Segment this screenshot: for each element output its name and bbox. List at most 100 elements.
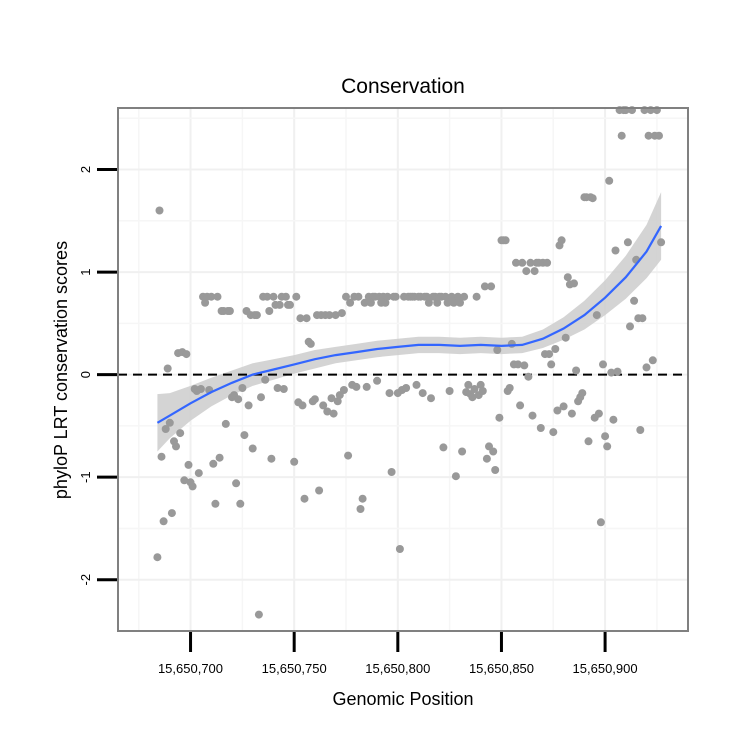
confidence-band bbox=[157, 192, 662, 452]
data-point bbox=[607, 368, 616, 377]
x-tick-label: 15,650,850 bbox=[469, 661, 534, 676]
data-point bbox=[358, 494, 367, 503]
data-point bbox=[468, 393, 477, 402]
y-tick-label: 1 bbox=[78, 268, 93, 275]
data-point bbox=[184, 460, 193, 469]
data-point bbox=[549, 428, 558, 437]
data-point bbox=[385, 389, 394, 398]
data-point bbox=[623, 238, 632, 247]
data-point bbox=[269, 292, 278, 301]
data-point bbox=[447, 292, 456, 301]
data-point bbox=[225, 307, 234, 315]
data-point bbox=[464, 380, 473, 389]
data-point bbox=[265, 307, 274, 315]
data-point bbox=[451, 472, 460, 481]
data-point bbox=[209, 459, 218, 468]
data-point bbox=[360, 298, 369, 307]
data-point bbox=[505, 384, 514, 392]
data-point bbox=[298, 401, 307, 410]
data-point bbox=[501, 236, 510, 245]
data-point bbox=[588, 194, 597, 203]
data-point bbox=[315, 486, 324, 495]
data-point bbox=[157, 452, 166, 461]
data-point bbox=[362, 382, 371, 391]
data-point bbox=[543, 258, 552, 267]
data-point bbox=[273, 384, 282, 392]
y-tick-label: -2 bbox=[78, 574, 93, 586]
data-point bbox=[648, 356, 657, 365]
data-point bbox=[518, 258, 527, 267]
x-tick-label: 15,650,800 bbox=[365, 661, 430, 676]
x-tick-label: 15,650,900 bbox=[573, 661, 638, 676]
data-point bbox=[553, 406, 562, 415]
data-point bbox=[182, 350, 191, 359]
data-point bbox=[491, 466, 500, 474]
data-point bbox=[329, 409, 338, 418]
data-point bbox=[373, 376, 382, 385]
data-point bbox=[188, 482, 197, 491]
data-point bbox=[232, 479, 241, 488]
data-point bbox=[254, 610, 263, 619]
data-point bbox=[418, 389, 427, 398]
x-axis-title: Genomic Position bbox=[332, 689, 473, 709]
data-point bbox=[346, 298, 355, 307]
data-point bbox=[599, 360, 607, 369]
data-point bbox=[213, 292, 222, 301]
data-point bbox=[296, 314, 305, 323]
data-point bbox=[638, 314, 647, 323]
data-point bbox=[613, 367, 622, 376]
data-point bbox=[153, 553, 162, 562]
data-point bbox=[561, 333, 570, 342]
data-point bbox=[626, 322, 634, 331]
data-point bbox=[163, 364, 172, 373]
data-point bbox=[248, 444, 257, 453]
data-point bbox=[302, 314, 311, 323]
data-point bbox=[524, 372, 533, 381]
data-point bbox=[333, 397, 342, 406]
x-axis: 15,650,700 15,650,750 15,650,800 15,650,850… bbox=[158, 632, 638, 676]
data-point bbox=[165, 418, 174, 427]
data-point bbox=[339, 386, 348, 394]
data-point bbox=[207, 292, 216, 301]
data-point bbox=[443, 298, 452, 307]
data-point bbox=[536, 424, 545, 432]
data-point bbox=[551, 345, 560, 353]
data-point bbox=[387, 468, 396, 476]
data-point bbox=[337, 309, 346, 318]
data-point bbox=[630, 296, 639, 305]
data-point bbox=[252, 311, 261, 320]
data-point bbox=[456, 298, 464, 307]
data-point bbox=[412, 380, 421, 389]
data-point bbox=[567, 409, 576, 418]
data-point bbox=[526, 258, 535, 267]
data-point bbox=[427, 394, 435, 403]
data-point bbox=[167, 509, 176, 518]
data-point bbox=[366, 298, 375, 307]
data-point bbox=[476, 380, 485, 389]
data-point bbox=[279, 385, 288, 393]
data-point bbox=[487, 282, 496, 291]
data-point bbox=[319, 401, 328, 410]
y-axis-title: phyloP LRT conservation scores bbox=[51, 241, 71, 499]
y-tick-label: 2 bbox=[78, 166, 93, 173]
data-point bbox=[155, 206, 164, 215]
data-point bbox=[644, 131, 653, 140]
data-point bbox=[159, 517, 168, 526]
data-point bbox=[493, 346, 502, 354]
data-point bbox=[300, 494, 309, 503]
confidence-band-layer bbox=[157, 192, 662, 452]
data-point bbox=[530, 267, 539, 276]
data-point bbox=[594, 409, 603, 418]
data-point bbox=[482, 454, 491, 463]
data-point bbox=[572, 366, 581, 375]
data-point bbox=[286, 300, 294, 309]
data-point bbox=[161, 425, 170, 433]
data-point bbox=[495, 413, 504, 422]
data-point bbox=[512, 258, 520, 267]
data-point bbox=[636, 426, 645, 434]
data-point bbox=[516, 401, 525, 410]
x-tick-label: 15,650,700 bbox=[158, 661, 223, 676]
data-point bbox=[281, 292, 290, 301]
data-point bbox=[433, 298, 442, 307]
